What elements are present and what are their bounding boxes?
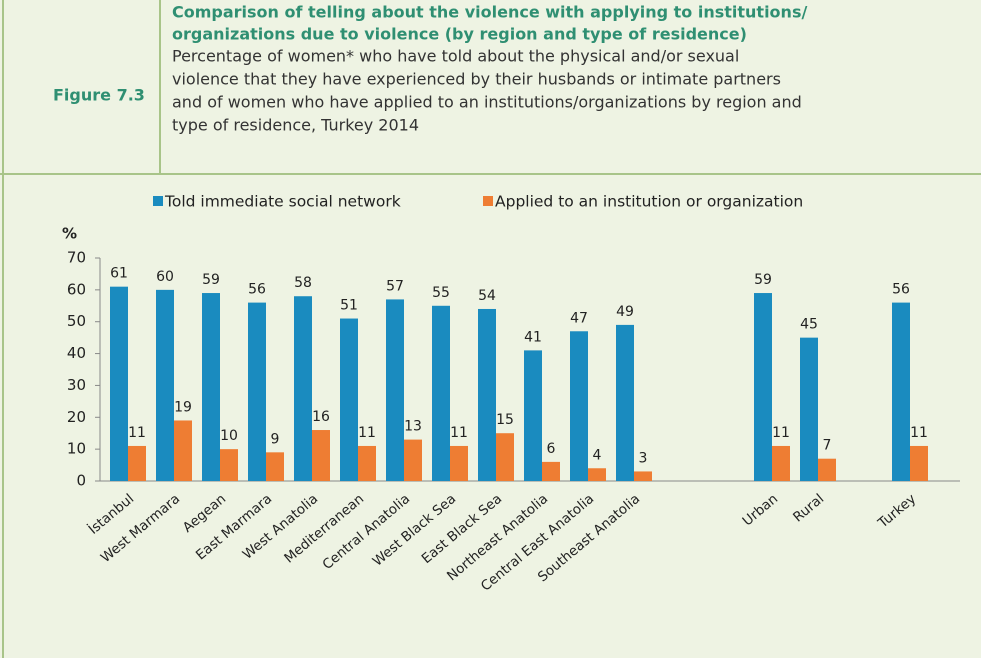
y-tick-label: 10: [67, 440, 86, 458]
bar: [524, 350, 542, 481]
bar: [312, 430, 330, 481]
value-label: 59: [754, 272, 772, 288]
legend-label: Applied to an institution or organizatio…: [495, 193, 803, 211]
bar: [616, 324, 634, 481]
legend-label: Told immediate social network: [164, 193, 401, 211]
y-tick-label: 60: [67, 280, 86, 298]
bar: [174, 420, 192, 481]
bar: [358, 445, 376, 481]
legend-swatch: [483, 196, 493, 206]
bar: [542, 461, 560, 481]
bar: [818, 458, 836, 481]
bar: [892, 302, 910, 481]
value-label: 41: [524, 329, 542, 345]
value-label: 56: [248, 282, 266, 298]
bar: [294, 296, 312, 481]
bar: [478, 308, 496, 481]
y-tick-label: 50: [67, 312, 86, 330]
value-label: 49: [616, 304, 634, 320]
bar: [220, 449, 238, 481]
bar: [496, 433, 514, 481]
bar: [340, 318, 358, 481]
value-label: 51: [340, 298, 358, 314]
bar: [450, 445, 468, 481]
value-label: 6: [547, 441, 556, 457]
value-label: 59: [202, 272, 220, 288]
value-label: 3: [639, 450, 648, 466]
bar: [588, 468, 606, 481]
bar: [772, 445, 790, 481]
value-label: 60: [156, 269, 174, 285]
value-label: 54: [478, 288, 496, 304]
value-label: 58: [294, 275, 312, 291]
bar: [910, 445, 928, 481]
value-label: 13: [404, 419, 422, 435]
figure-subtitle: Percentage of women* who have told about…: [172, 47, 739, 66]
value-label: 4: [593, 447, 602, 463]
value-label: 57: [386, 278, 404, 294]
value-label: 15: [496, 412, 514, 428]
value-label: 16: [312, 409, 330, 425]
value-label: 9: [271, 431, 280, 447]
bar: [754, 293, 772, 481]
y-tick-label: 0: [76, 472, 86, 490]
figure-title: Comparison of telling about the violence…: [172, 3, 807, 22]
y-tick-label: 30: [67, 376, 86, 394]
value-label: 11: [450, 425, 468, 441]
figure-title: organizations due to violence (by region…: [172, 25, 747, 44]
bar: [432, 305, 450, 481]
value-label: 10: [220, 428, 238, 444]
bar: [110, 286, 128, 481]
figure-subtitle: type of residence, Turkey 2014: [172, 116, 419, 135]
bar: [404, 439, 422, 481]
figure-label: Figure 7.3: [53, 86, 145, 105]
value-label: 61: [110, 266, 128, 282]
value-label: 19: [174, 399, 192, 415]
value-label: 11: [910, 425, 928, 441]
bar: [570, 331, 588, 481]
bar: [128, 445, 146, 481]
bar: [800, 337, 818, 481]
bar: [248, 302, 266, 481]
bar: [386, 299, 404, 481]
value-label: 11: [128, 425, 146, 441]
figure-subtitle: violence that they have experienced by t…: [172, 70, 781, 89]
y-tick-label: 20: [67, 408, 86, 426]
bar: [634, 471, 652, 481]
y-tick-label: 40: [67, 344, 86, 362]
value-label: 11: [772, 425, 790, 441]
chart: 0 10 20 30 40 50 60 70 Told immediate social net…: [67, 193, 960, 595]
y-tick-label: 70: [67, 249, 86, 267]
value-label: 45: [800, 317, 818, 333]
bar: [202, 293, 220, 481]
value-label: 55: [432, 285, 450, 301]
bar: [156, 289, 174, 481]
value-label: 47: [570, 310, 588, 326]
figure-subtitle: and of women who have applied to an inst…: [172, 93, 802, 112]
legend-swatch: [153, 196, 163, 206]
y-axis-label: %: [62, 225, 77, 243]
bar: [266, 452, 284, 481]
value-label: 7: [823, 438, 832, 454]
value-label: 56: [892, 282, 910, 298]
value-label: 11: [358, 425, 376, 441]
